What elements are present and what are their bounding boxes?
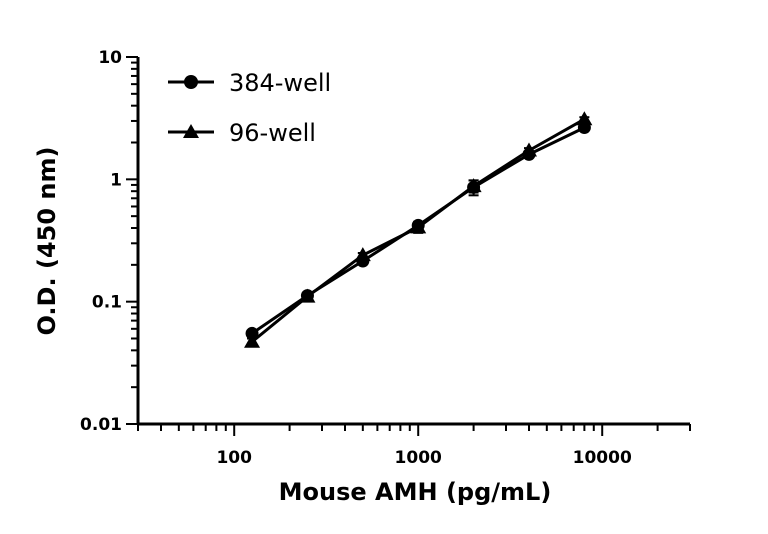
data-point-triangle xyxy=(576,111,593,126)
y-tick-label: 0.1 xyxy=(92,293,122,313)
axes: 100 1000 10000 0.01 0.1 1 10 xyxy=(80,48,691,468)
data-point-triangle xyxy=(520,142,537,157)
data-point-triangle xyxy=(244,333,261,348)
series-layer xyxy=(244,111,593,348)
y-tick-label: 0.01 xyxy=(80,415,122,435)
data-point-circle xyxy=(245,326,259,340)
x-axis-title: Mouse AMH (pg/mL) xyxy=(279,478,552,506)
data-point-triangle xyxy=(410,219,427,234)
data-point-triangle xyxy=(354,247,371,262)
legend-label-384-well: 384-well xyxy=(229,69,331,97)
legend-item-0: 384-well xyxy=(168,69,331,97)
legend-marker-circle xyxy=(184,75,198,89)
series-96-well xyxy=(244,111,593,348)
data-point-triangle xyxy=(465,178,482,193)
legend-marker-triangle xyxy=(183,124,199,138)
y-axis-title: O.D. (450 nm) xyxy=(33,147,61,336)
x-tick-label: 1000 xyxy=(395,448,442,468)
legend-label-96-well: 96-well xyxy=(229,119,316,147)
data-point-triangle xyxy=(299,288,316,303)
x-tick-label: 100 xyxy=(216,448,252,468)
legend-item-1: 96-well xyxy=(168,119,316,147)
y-tick-label: 1 xyxy=(110,170,122,190)
legend: 384-well 96-well xyxy=(168,69,331,147)
y-tick-label: 10 xyxy=(98,48,122,68)
x-tick-label: 10000 xyxy=(573,448,632,468)
